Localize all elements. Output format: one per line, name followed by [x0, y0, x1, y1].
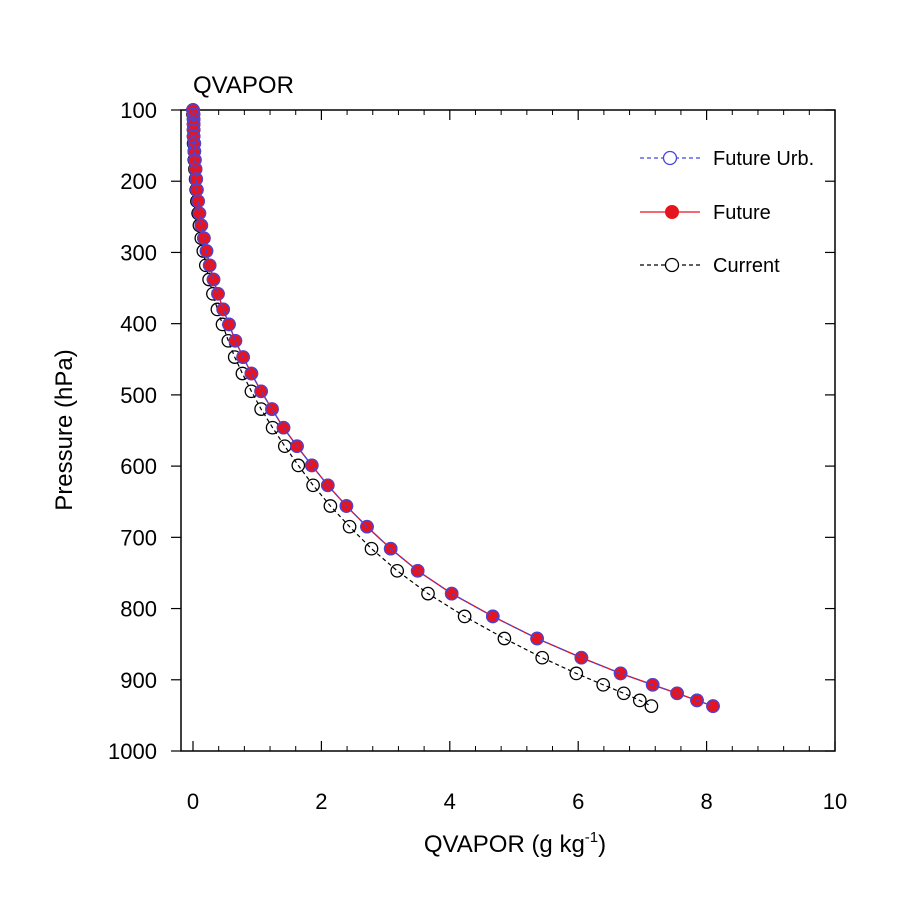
data-point [197, 231, 211, 246]
data-point [364, 541, 379, 556]
data-point [644, 699, 659, 713]
data-point [216, 302, 231, 317]
data-point [497, 631, 512, 646]
data-point [383, 541, 398, 556]
data-point [421, 586, 435, 601]
legend-marker-current [664, 257, 680, 273]
data-point [320, 478, 335, 493]
y-tick-label: 800 [120, 597, 157, 622]
data-point [206, 272, 221, 287]
data-point [306, 478, 320, 493]
x-axis-title-main: QVAPOR (g kg [424, 831, 585, 858]
plot-frame [180, 109, 836, 752]
data-point [457, 609, 472, 624]
data-point [265, 402, 279, 416]
y-tick-label: 900 [120, 668, 157, 693]
data-point [187, 144, 202, 159]
x-tick-label: 8 [700, 789, 712, 814]
y-tick-label: 500 [120, 383, 157, 408]
data-point [444, 586, 459, 601]
series-future-urb [186, 103, 720, 713]
y-tick-label: 400 [120, 312, 157, 337]
data-point [410, 563, 425, 578]
legend-entry-future: Future [640, 202, 771, 224]
data-point [254, 384, 268, 399]
y-axis-title: Pressure (hPa) [51, 349, 78, 510]
y-tick-label: 200 [120, 169, 157, 194]
data-point [290, 439, 304, 454]
data-point [190, 182, 204, 197]
series-future [186, 103, 720, 713]
data-point [186, 112, 201, 127]
series-layer [186, 103, 720, 713]
y-tick-label: 600 [120, 454, 157, 479]
x-tick-label: 2 [315, 789, 327, 814]
x-tick-label: 4 [444, 789, 456, 814]
data-point [339, 499, 354, 513]
legend-marker-future [665, 205, 679, 219]
x-axis-title-suffix: ) [598, 831, 606, 858]
data-point [596, 677, 611, 692]
legend: Future Urb. Future Current [640, 148, 814, 277]
data-point [222, 317, 236, 332]
data-point [360, 519, 374, 534]
legend-entry-future-urb: Future Urb. [640, 148, 814, 170]
data-point [188, 162, 203, 176]
data-point [228, 333, 243, 348]
x-axis-title: QVAPOR (g kg-1) [424, 829, 606, 858]
data-point [199, 244, 214, 258]
y-tick-label: 700 [120, 525, 157, 550]
data-point [189, 172, 204, 186]
data-point [706, 699, 720, 713]
legend-label-future-urb: Future Urb. [713, 148, 814, 170]
data-point [535, 650, 550, 665]
y-tick-label: 1000 [108, 739, 157, 764]
y-tick-label: 100 [120, 98, 157, 123]
axis-ticks: 0 2 4 6 8 10 100 200 300 400 500 600 700 800 900 1000 [108, 98, 847, 814]
data-point [236, 350, 250, 364]
data-point [304, 458, 319, 473]
data-point [188, 153, 202, 167]
data-point [390, 563, 405, 578]
legend-entry-current: Current [640, 255, 780, 277]
legend-label-future: Future [713, 202, 771, 224]
data-point [211, 286, 225, 301]
series-current [186, 103, 659, 713]
data-point [186, 103, 200, 117]
data-point [276, 420, 291, 435]
data-point [323, 499, 338, 513]
data-point [187, 136, 202, 151]
data-point [530, 631, 544, 646]
data-point [291, 458, 306, 473]
data-point [613, 666, 628, 681]
x-tick-label: 6 [572, 789, 584, 814]
data-point [569, 666, 584, 681]
data-point [485, 609, 500, 624]
legend-marker-future-urb [662, 150, 678, 166]
series-line [192, 110, 652, 707]
data-point [645, 677, 660, 692]
data-point [690, 693, 704, 708]
data-point [244, 366, 259, 381]
x-tick-label: 0 [187, 789, 199, 814]
data-point [202, 258, 217, 273]
data-point [186, 107, 201, 122]
series-line [192, 109, 714, 707]
data-point [616, 686, 631, 701]
y-tick-label: 300 [120, 240, 157, 265]
x-tick-label: 10 [823, 789, 847, 814]
data-point [186, 129, 201, 144]
data-point [186, 123, 201, 137]
data-point [194, 218, 209, 233]
legend-label-current: Current [713, 255, 780, 277]
data-point [632, 693, 647, 708]
chart-title: QVAPOR [193, 72, 294, 99]
data-point [670, 686, 684, 701]
x-axis-title-superscript: -1 [585, 829, 598, 846]
data-point [574, 650, 589, 665]
data-point [342, 519, 357, 534]
data-point [277, 439, 292, 454]
